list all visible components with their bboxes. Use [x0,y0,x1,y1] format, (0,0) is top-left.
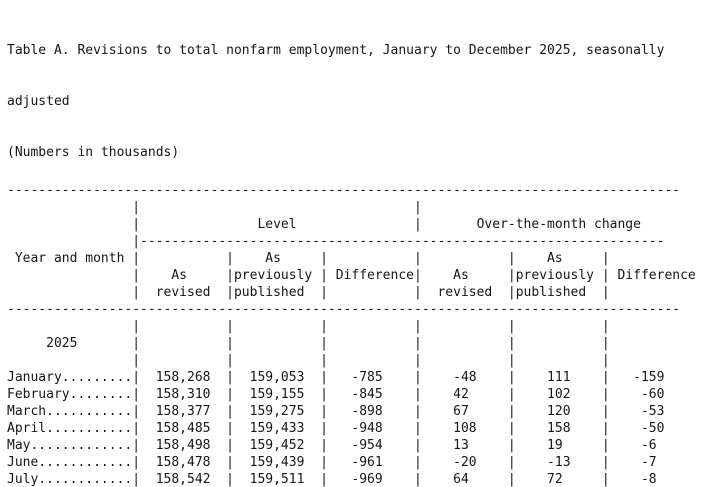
title-line-2: adjusted [7,94,70,109]
column-header-row: Year and month | | As | | | As | [7,251,696,266]
title-line-3: (Numbers in thousands) [7,145,180,160]
column-header-row: | revised |published | | revised |publis… [7,285,696,300]
divider-line: ----------------------------------------… [7,302,681,317]
table-row-may: May.............| 158,498 | 159,452 | -9… [7,438,696,453]
column-header-row: | As |previously | Difference| As |previ… [7,268,696,283]
table-row-july: July............| 158,542 | 159,511 | -9… [7,472,696,487]
title-line-1: Table A. Revisions to total nonfarm empl… [7,43,665,58]
table-title: Table A. Revisions to total nonfarm empl… [7,8,705,178]
spacer-row: | | | | | | [7,353,696,368]
revisions-table: ----------------------------------------… [7,182,705,487]
table-row-june: June............| 158,478 | 159,439 | -9… [7,455,696,470]
table-row-january: January.........| 158,268 | 159,053 | -7… [7,370,696,385]
group-header-row: | Level | Over-the-month change [7,217,696,232]
divider-line: ----------------------------------------… [7,183,681,198]
spacer-row: | | | | | | [7,319,696,334]
group-divider-line: |---------------------------------------… [7,234,665,249]
table-row-march: March...........| 158,377 | 159,275 | -8… [7,404,696,419]
year-row: 2025 | | | | | | [7,336,696,351]
table-row-april: April...........| 158,485 | 159,433 | -9… [7,421,696,436]
table-row-february: February........| 158,310 | 159,155 | -8… [7,387,696,402]
group-header-spacer-row: | | [7,200,696,215]
